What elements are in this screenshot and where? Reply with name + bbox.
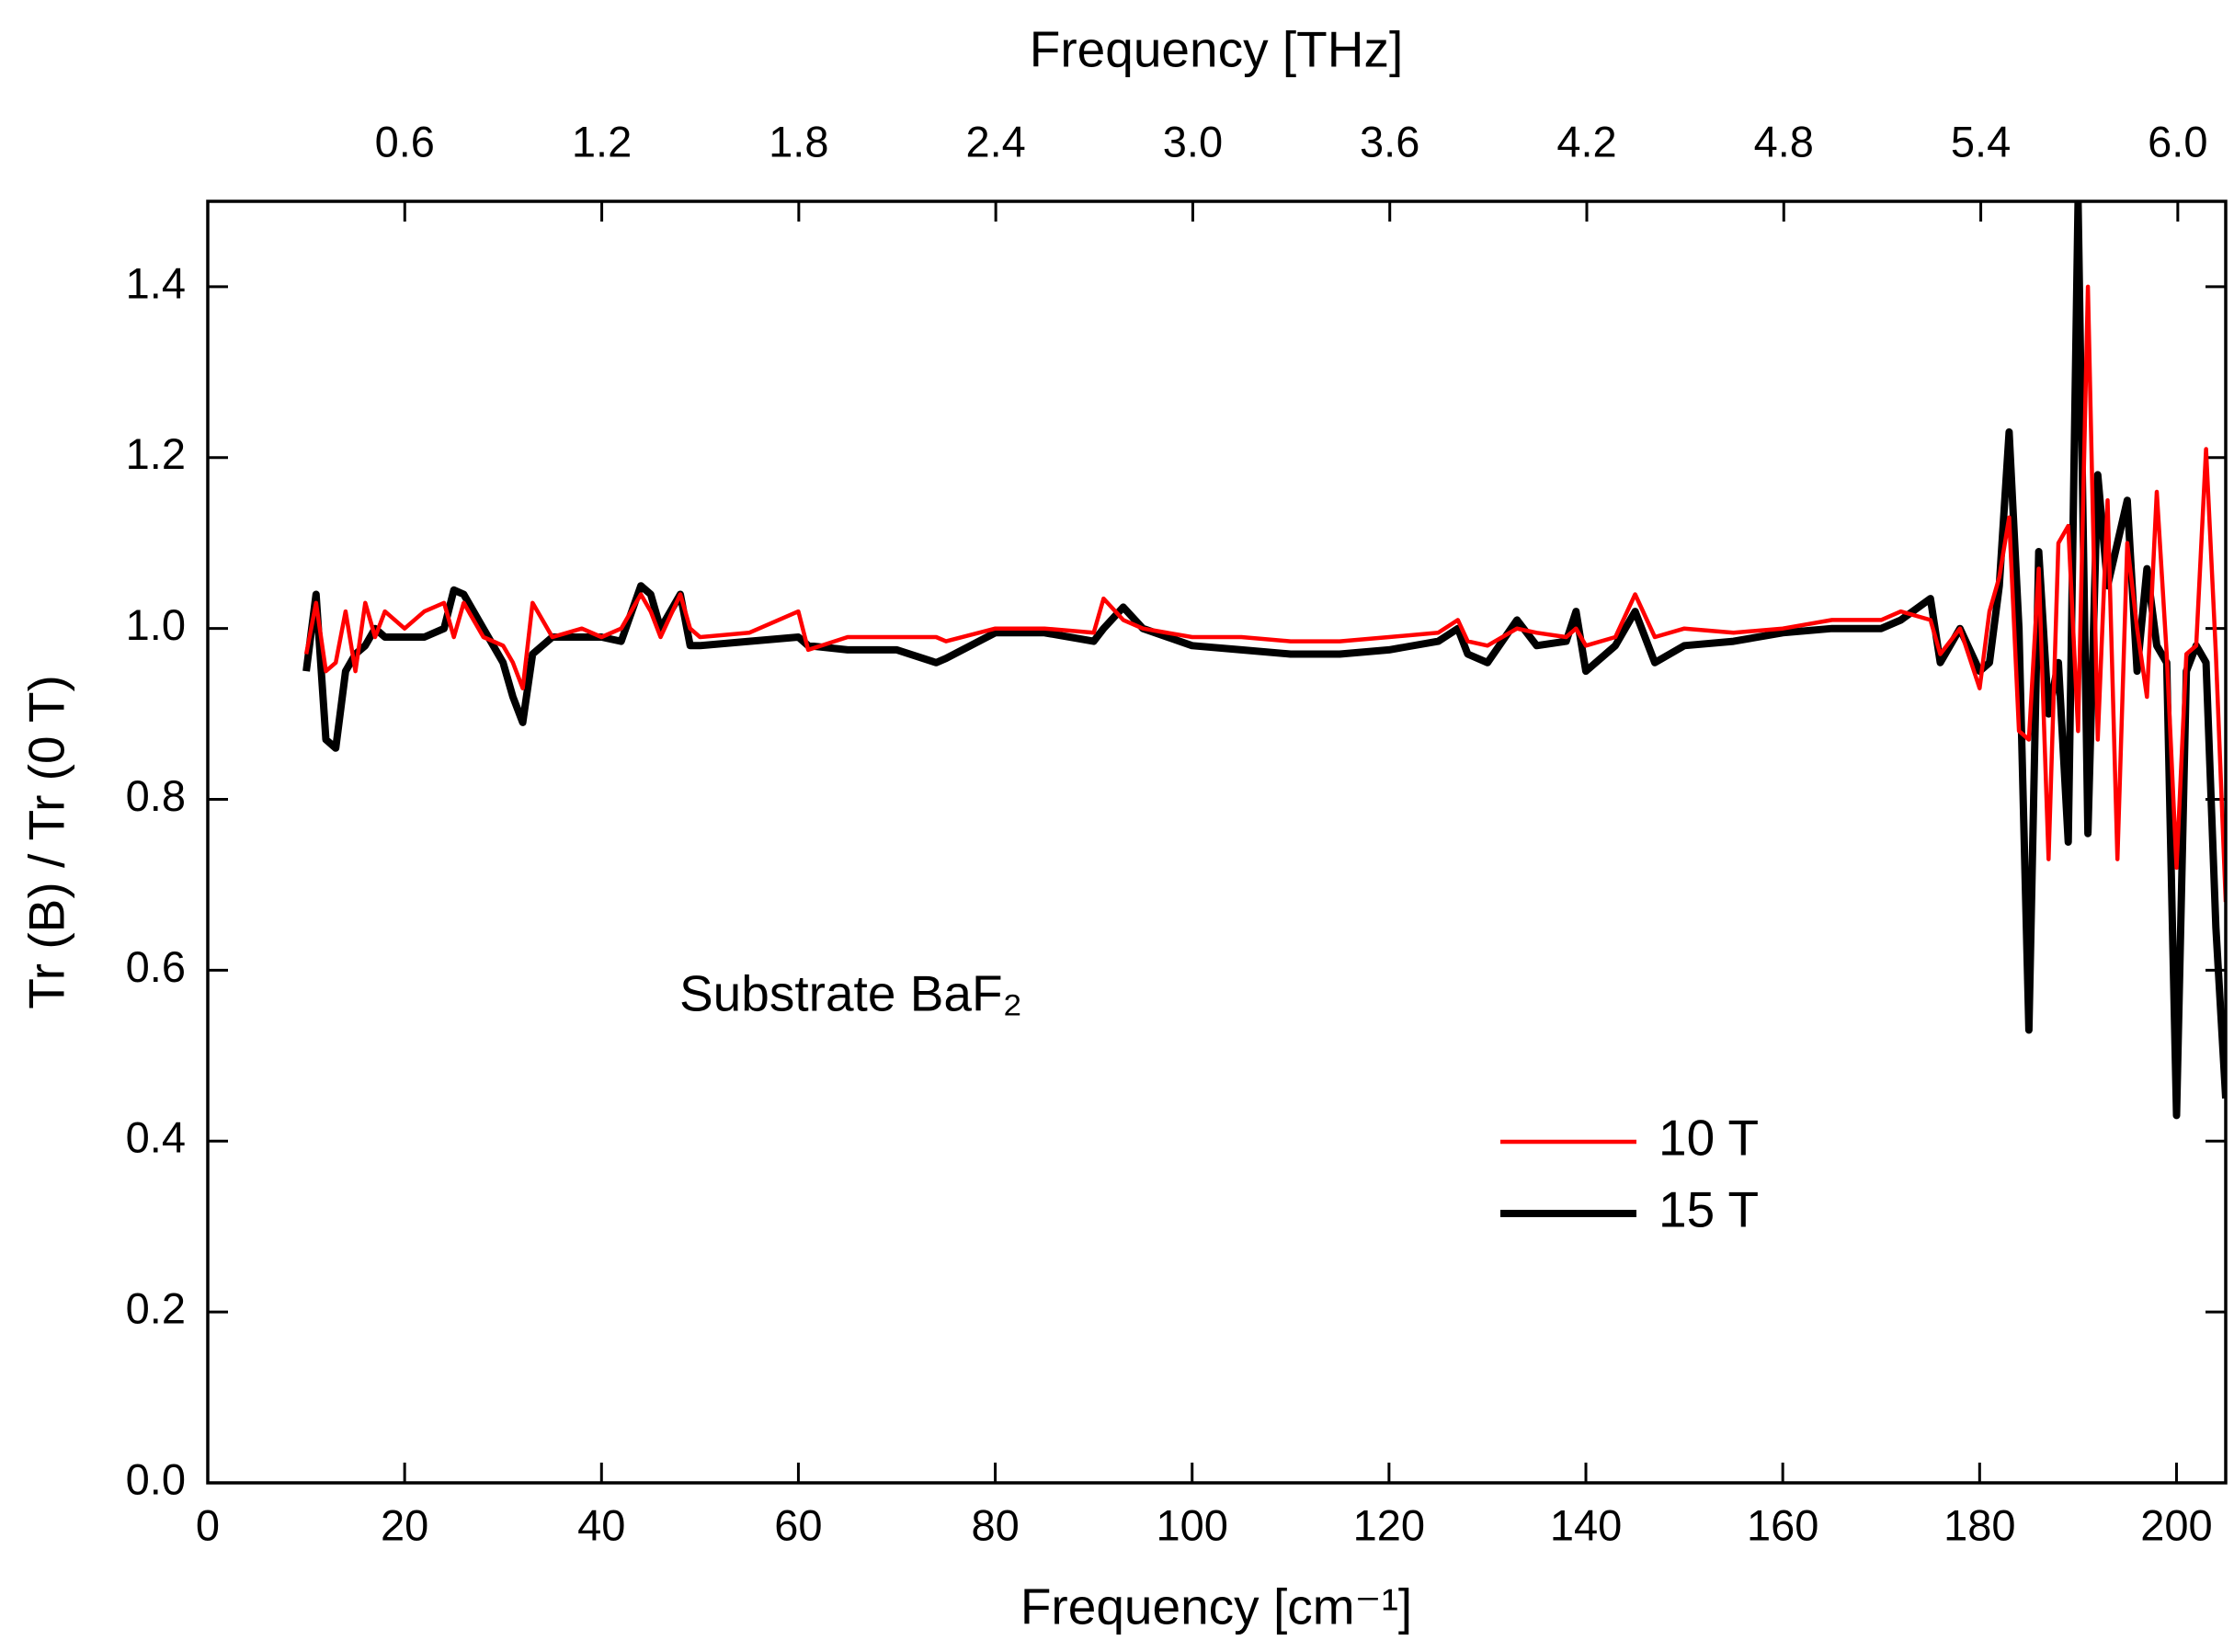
- top-tick-label: 4.2: [1556, 117, 1616, 165]
- y-tick-label: 1.4: [126, 258, 186, 307]
- x-tick-label: 140: [1550, 1500, 1622, 1549]
- series-line: [302, 201, 2226, 1120]
- x-tick-label: 180: [1943, 1500, 2015, 1549]
- x-tick-label: 80: [971, 1500, 1019, 1549]
- y-axis-label: Tr (B) / Tr (0 T): [18, 675, 75, 1009]
- top-tick-label: 0.6: [375, 117, 435, 165]
- x-tick-label: 120: [1353, 1500, 1425, 1549]
- x-tick-label: 100: [1157, 1500, 1228, 1549]
- series-line: [303, 284, 2226, 903]
- y-tick-label: 0.8: [126, 771, 186, 820]
- x-tick-label: 20: [381, 1500, 428, 1549]
- legend-label: 10 T: [1658, 1110, 1759, 1167]
- top-tick-label: 1.2: [572, 117, 632, 165]
- x-axis-label: Frequency [cm⁻¹]: [1020, 1578, 1412, 1635]
- top-axis-label: Frequency [THz]: [1030, 21, 1404, 78]
- y-tick-label: 0.0: [126, 1454, 186, 1503]
- x-tick-label: 0: [196, 1500, 220, 1549]
- y-tick-label: 1.2: [126, 429, 186, 478]
- y-tick-label: 1.0: [126, 600, 186, 649]
- x-tick-label: 60: [774, 1500, 822, 1549]
- x-tick-label: 200: [2140, 1500, 2212, 1549]
- annotation: Substrate BaF₂: [679, 965, 1022, 1022]
- y-tick-label: 0.2: [126, 1284, 186, 1333]
- top-tick-label: 6.0: [2148, 117, 2207, 165]
- top-tick-label: 3.6: [1360, 117, 1419, 165]
- y-tick-label: 0.4: [126, 1113, 186, 1162]
- plot-frame: [206, 199, 2228, 1485]
- y-tick-label: 0.6: [126, 942, 186, 991]
- x-tick-label: 160: [1747, 1500, 1818, 1549]
- top-tick-label: 1.8: [769, 117, 828, 165]
- top-tick-label: 5.4: [1951, 117, 2011, 165]
- top-tick-label: 3.0: [1163, 117, 1223, 165]
- x-tick-label: 40: [577, 1500, 625, 1549]
- top-tick-label: 4.8: [1754, 117, 1814, 165]
- legend-label: 15 T: [1658, 1181, 1759, 1238]
- top-tick-label: 2.4: [965, 117, 1025, 165]
